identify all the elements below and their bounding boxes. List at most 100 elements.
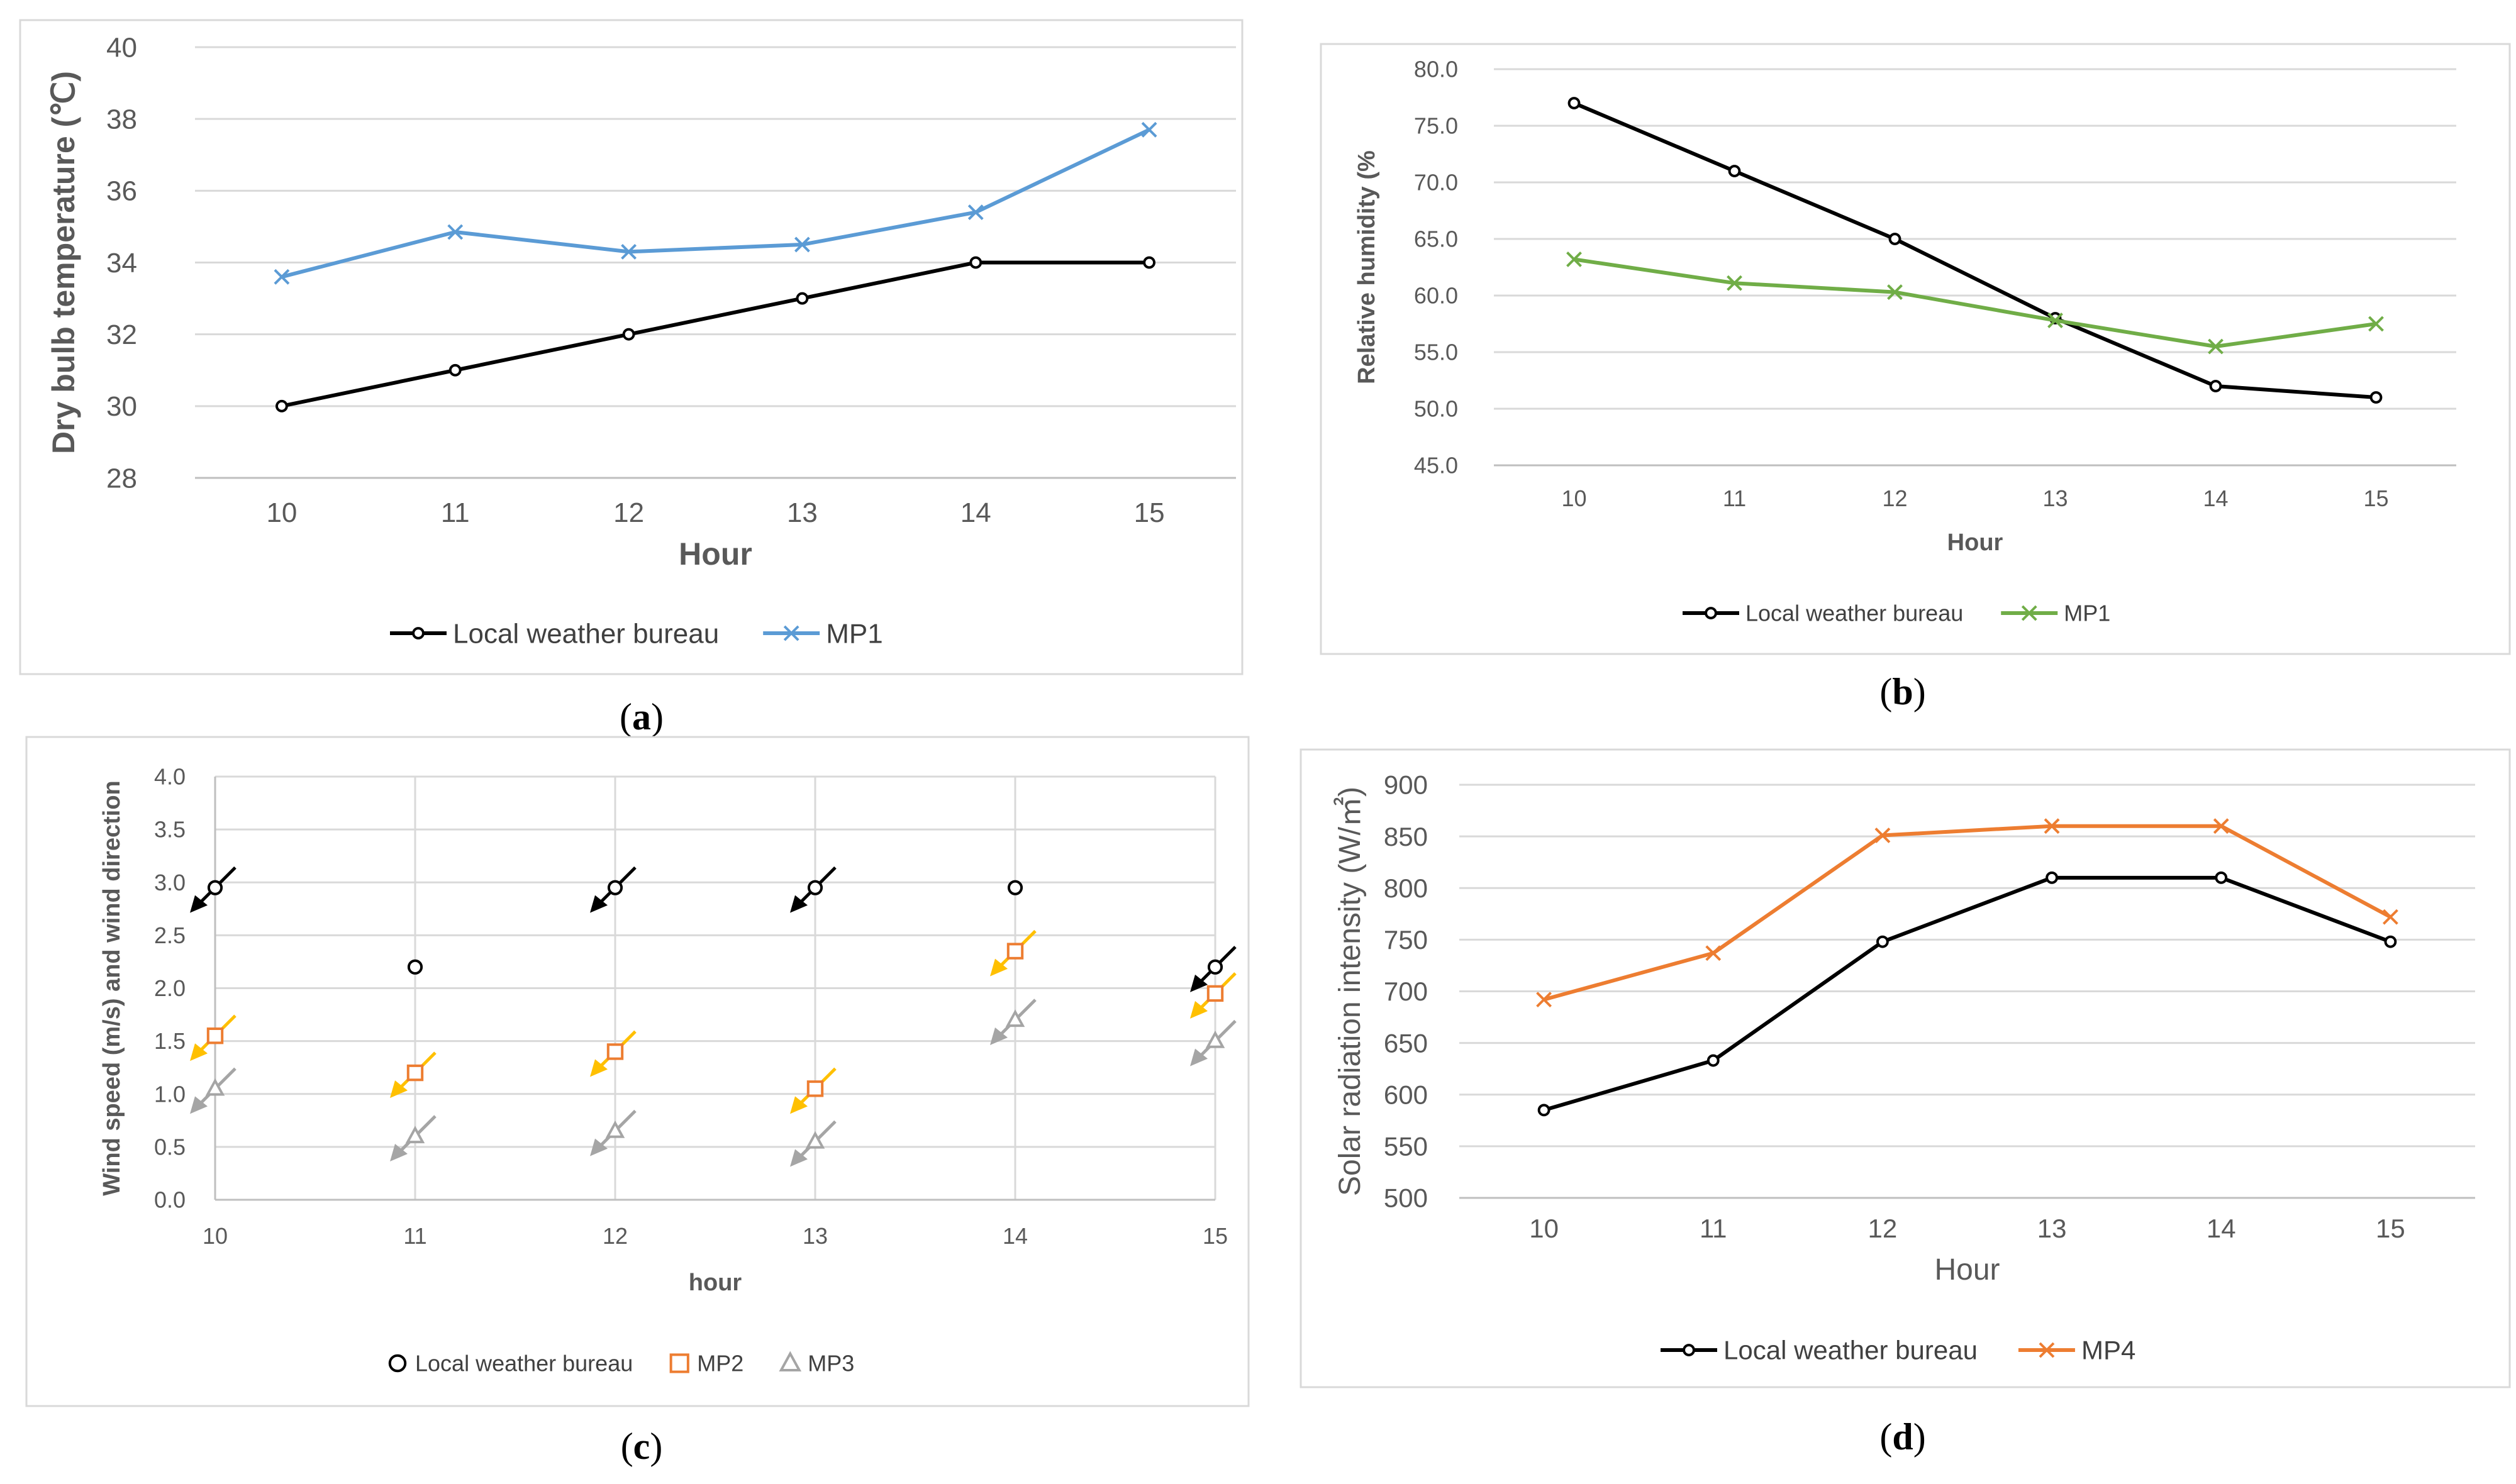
legend-label: MP4 — [2081, 1336, 2135, 1365]
y-tick-label: 65.0 — [1414, 226, 1458, 252]
legend-label: MP1 — [2064, 601, 2110, 626]
chart-a: 28 30 32 34 36 38 40 10 11 12 13 14 15 Hour Dry bulb t… — [19, 19, 1244, 738]
y-tick-label: 2.0 — [154, 975, 186, 1001]
data-point — [2368, 316, 2384, 332]
data-point — [2383, 909, 2398, 925]
legend-entry: MP2 — [669, 1351, 743, 1376]
panel-caption: (c) — [621, 1426, 663, 1467]
y-tick-label: 500 — [1384, 1183, 1428, 1213]
series-local-weather-bureau — [275, 256, 1156, 413]
y-tick-label: 28 — [106, 463, 137, 494]
y-axis-label: Wind speed (m/s) and wind direction — [99, 780, 125, 1195]
y-tick-label: 4.0 — [154, 764, 186, 790]
data-point — [621, 243, 637, 260]
y-tick-label: 50.0 — [1414, 396, 1458, 422]
x-tick-label: 10 — [266, 497, 297, 528]
data-point — [406, 1064, 424, 1082]
data-point — [605, 1120, 625, 1138]
legend-marker — [412, 627, 425, 640]
legend-marker — [783, 625, 799, 641]
data-point — [807, 880, 823, 895]
x-tick-label: 10 — [203, 1223, 228, 1249]
data-point — [1006, 943, 1024, 960]
data-point — [1007, 880, 1023, 895]
x-tick-label: 13 — [787, 497, 818, 528]
data-point — [407, 959, 423, 975]
data-point — [1705, 945, 1722, 961]
y-axis-label: Relative humidity (% — [1354, 150, 1380, 384]
legend-label: MP3 — [808, 1351, 854, 1376]
x-tick-label: 14 — [2203, 485, 2228, 511]
legend-entry: MP1 — [763, 618, 883, 649]
x-tick-label: 15 — [1134, 497, 1165, 528]
series-line — [1574, 257, 2376, 348]
y-tick-label: 3.5 — [154, 817, 186, 843]
data-point — [622, 328, 635, 341]
y-tick-label: 550 — [1384, 1132, 1428, 1161]
y-tick-label: 75.0 — [1414, 113, 1458, 139]
series-line — [281, 128, 1150, 279]
data-point — [1206, 985, 1224, 1002]
legend-label: Local weather bureau — [415, 1351, 633, 1376]
data-point — [206, 1027, 224, 1044]
chart-frame — [1300, 748, 2511, 1388]
legend-label: MP2 — [697, 1351, 743, 1376]
y-tick-label: 750 — [1384, 925, 1428, 955]
y-tick-label: 650 — [1384, 1028, 1428, 1058]
legend-entry: MP3 — [779, 1351, 854, 1376]
data-point — [1141, 121, 1157, 138]
x-axis-label: Hour — [1934, 1253, 2000, 1287]
y-tick-label: 2.5 — [154, 922, 186, 948]
data-point — [606, 1043, 624, 1060]
legend-entry: Local weather bureau — [1683, 601, 1963, 626]
y-tick-label: 38 — [106, 104, 137, 135]
x-tick-label: 12 — [1868, 1214, 1898, 1243]
x-tick-label: 10 — [1529, 1214, 1559, 1243]
data-point — [447, 224, 464, 240]
series-line — [281, 260, 1150, 408]
legend-marker — [2021, 605, 2037, 621]
data-point — [1143, 256, 1156, 269]
y-tick-label: 850 — [1384, 822, 1428, 851]
y-tick-label: 34 — [106, 248, 137, 279]
y-tick-label: 55.0 — [1414, 340, 1458, 365]
legend-marker — [2039, 1342, 2055, 1358]
data-point — [1706, 1054, 1720, 1067]
x-tick-label: 14 — [2207, 1214, 2236, 1243]
y-axis-label: Dry bulb temperature (℃) — [46, 71, 81, 454]
series-mp3 — [190, 999, 1237, 1167]
data-point — [805, 1131, 825, 1149]
data-point — [2046, 871, 2059, 884]
data-point — [275, 399, 288, 413]
series-mp4 — [1536, 818, 2398, 1008]
data-point — [2047, 313, 2063, 329]
series-mp1 — [274, 121, 1157, 285]
data-point — [1887, 284, 1903, 301]
data-point — [806, 1080, 824, 1097]
legend-label: MP1 — [826, 618, 882, 649]
data-point — [1874, 828, 1891, 843]
x-tick-label: 12 — [603, 1223, 628, 1249]
x-tick-label: 13 — [2037, 1214, 2067, 1243]
chart-d: 500 550 600 650 700 750 800 850 900 10 11 12 13 14 15 H… — [1300, 748, 2511, 1458]
data-point — [274, 269, 290, 285]
data-point — [2213, 818, 2229, 834]
x-tick-label: 12 — [613, 497, 644, 528]
series-local-weather-bureau — [1537, 871, 2397, 1117]
y-tick-label: 1.5 — [154, 1028, 186, 1054]
legend-entry: Local weather bureau — [388, 1351, 633, 1376]
data-point — [2208, 338, 2224, 355]
data-point — [967, 204, 984, 220]
x-axis-label: hour — [689, 1270, 742, 1296]
data-point — [2215, 871, 2228, 884]
data-point — [1876, 935, 1889, 948]
data-point — [1205, 1030, 1225, 1048]
legend-entry: MP4 — [2018, 1336, 2135, 1365]
y-tick-label: 30 — [106, 391, 137, 422]
data-point — [2384, 935, 2397, 948]
y-tick-label: 45.0 — [1414, 453, 1458, 479]
legend-marker — [779, 1351, 802, 1372]
y-tick-label: 1.0 — [154, 1081, 186, 1107]
x-tick-label: 11 — [1723, 485, 1746, 511]
